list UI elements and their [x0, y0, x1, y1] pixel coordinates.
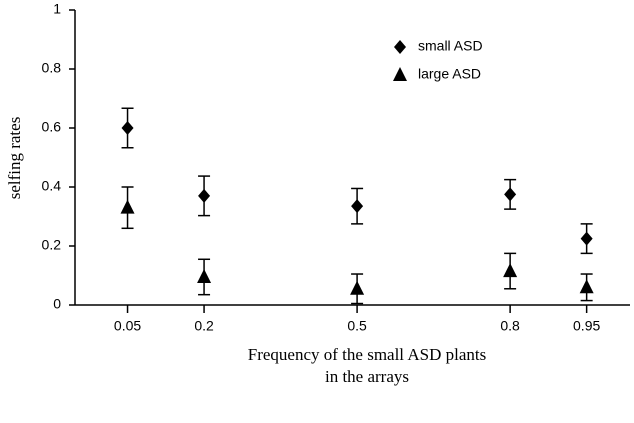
point — [120, 199, 135, 214]
point — [197, 268, 212, 283]
y-tick-label: 0.8 — [42, 60, 62, 76]
x-axis-label: Frequency of the small ASD plants — [248, 345, 486, 364]
point — [121, 121, 134, 135]
legend-label: small ASD — [418, 38, 483, 54]
point — [503, 263, 518, 278]
point — [504, 187, 517, 202]
x-axis-label: in the arrays — [325, 367, 409, 386]
point — [350, 280, 365, 295]
legend-label: large ASD — [418, 66, 481, 82]
y-tick-label: 0.6 — [42, 119, 62, 135]
y-tick-label: 0 — [53, 296, 61, 312]
legend-marker — [393, 67, 407, 81]
point — [198, 188, 211, 203]
x-tick-label: 0.95 — [573, 318, 600, 334]
x-tick-label: 0.5 — [347, 318, 367, 334]
y-tick-label: 0.2 — [42, 237, 62, 253]
point — [351, 199, 364, 214]
x-tick-label: 0.05 — [114, 318, 141, 334]
y-tick-label: 0.4 — [42, 178, 62, 194]
point — [579, 279, 594, 294]
legend-marker — [394, 40, 406, 54]
x-tick-label: 0.8 — [500, 318, 520, 334]
y-tick-label: 1 — [53, 1, 61, 17]
x-tick-label: 0.2 — [194, 318, 214, 334]
point — [580, 231, 593, 246]
y-axis-label: selfing rates — [5, 117, 24, 200]
